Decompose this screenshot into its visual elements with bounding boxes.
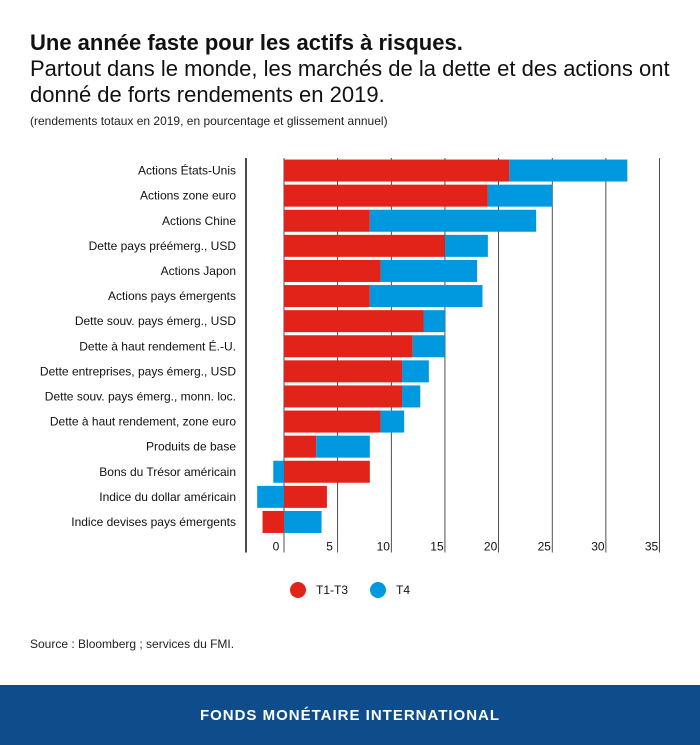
chart-note: (rendements totaux en 2019, en pourcenta… <box>30 114 388 128</box>
bar-t4 <box>273 460 284 483</box>
category-label: Actions zone euro <box>140 189 236 203</box>
x-tick-label: 0 <box>273 540 280 554</box>
chart-title: Une année faste pour les actifs à risque… <box>30 30 463 55</box>
category-label: Actions Japon <box>161 264 236 278</box>
bar-t4 <box>380 410 405 433</box>
category-label: Dette à haut rendement É.-U. <box>79 338 236 353</box>
bar-t1t3 <box>284 385 403 408</box>
source-note: Source : Bloomberg ; services du FMI. <box>30 637 235 651</box>
x-tick-label: 10 <box>377 540 391 554</box>
bar-t4 <box>487 184 553 207</box>
bar-t4 <box>509 159 628 182</box>
legend-swatch-t4 <box>370 582 387 598</box>
bar-t4 <box>402 385 421 408</box>
bar-t4 <box>380 259 478 282</box>
bar-t1t3 <box>284 335 413 358</box>
bar-t1t3 <box>284 209 370 232</box>
bar-t4 <box>257 485 284 508</box>
bar-t4 <box>369 209 537 232</box>
bar-t4 <box>369 285 483 308</box>
bar-t4 <box>412 335 445 358</box>
category-label: Actions pays émergents <box>108 289 236 303</box>
category-label: Produits de base <box>146 440 236 454</box>
category-label: Actions États-Unis <box>138 163 236 178</box>
bar-t4 <box>423 310 445 333</box>
bar-t1t3 <box>284 259 381 282</box>
bar-chart: Actions États-Unis Actions zone euro Actio… <box>40 158 660 554</box>
legend: T1-T3 T4 <box>290 582 432 598</box>
category-label: Dette entreprises, pays émerg., USD <box>40 364 236 378</box>
footer-banner: FONDS MONÉTAIRE INTERNATIONAL <box>0 685 700 745</box>
x-tick-label: 5 <box>326 540 333 554</box>
bar-t1t3 <box>284 184 488 207</box>
footer-label: FONDS MONÉTAIRE INTERNATIONAL <box>199 706 501 724</box>
chart-subtitle: Partout dans le monde, les marchés de la… <box>30 56 670 107</box>
x-tick-label: 20 <box>484 540 498 554</box>
bar-t1t3 <box>284 285 370 308</box>
bar-t1t3 <box>284 435 317 458</box>
category-label: Dette souv. pays émerg., monn. loc. <box>45 389 236 403</box>
title-block: Une année faste pour les actifs à risque… <box>30 30 680 128</box>
legend-label-t4: T4 <box>396 583 411 597</box>
bar-t1t3 <box>284 234 445 257</box>
bar-t4 <box>316 435 370 458</box>
x-tick-label: 30 <box>591 540 605 554</box>
category-label: Dette à haut rendement, zone euro <box>50 415 236 429</box>
bar-t1t3 <box>284 485 327 508</box>
category-label: Dette souv. pays émerg., USD <box>75 314 237 328</box>
bar-t1t3 <box>284 310 424 333</box>
bar-t1t3 <box>284 410 381 433</box>
category-label: Indice devises pays émergents <box>71 515 236 529</box>
bar-t4 <box>284 510 322 533</box>
bar-t1t3 <box>284 460 370 483</box>
category-label: Bons du Trésor américain <box>99 465 236 479</box>
category-label: Dette pays préémerg., USD <box>89 239 237 253</box>
legend-label-t1t3: T1-T3 <box>316 583 349 597</box>
legend-item-t4: T4 <box>370 582 410 598</box>
x-tick-label: 35 <box>645 540 659 554</box>
bar-t4 <box>402 360 429 383</box>
bar-t1t3 <box>284 159 510 182</box>
category-label: Indice du dollar américain <box>99 490 236 504</box>
bar-t1t3 <box>262 510 284 533</box>
x-tick-label: 25 <box>538 540 552 554</box>
category-label: Actions Chine <box>162 214 236 228</box>
bar-t4 <box>444 234 488 257</box>
legend-swatch-t1t3 <box>290 582 306 598</box>
x-tick-label: 15 <box>430 540 444 554</box>
legend-item-t1t3: T1-T3 <box>290 582 348 598</box>
bar-t1t3 <box>284 360 403 383</box>
